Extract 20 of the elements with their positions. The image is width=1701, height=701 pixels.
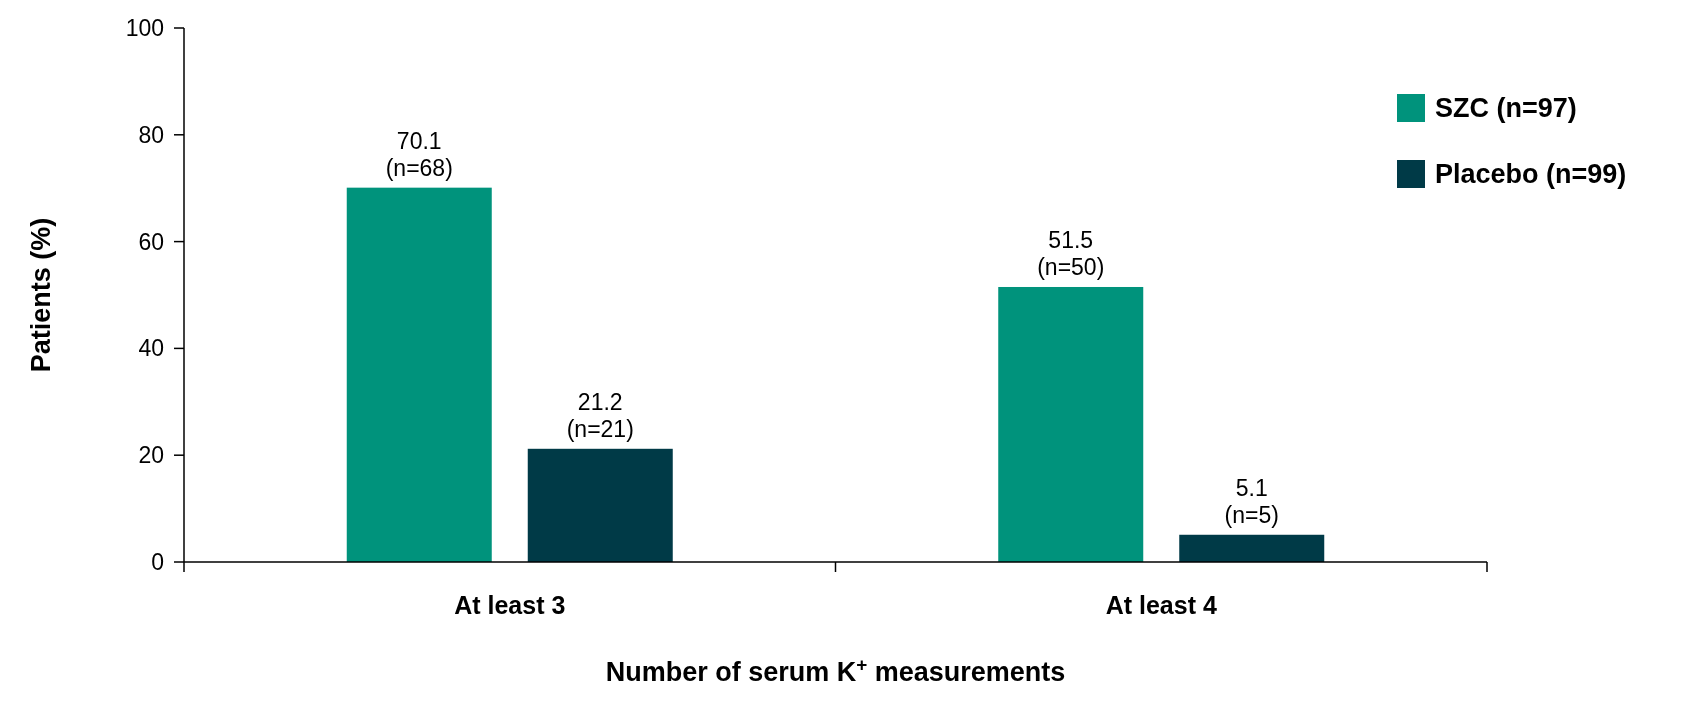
- y-axis-title: Patients (%): [26, 217, 56, 373]
- y-tick-label: 80: [138, 121, 164, 148]
- legend-label: SZC (n=97): [1435, 93, 1577, 124]
- x-tick-label: At least 4: [1105, 591, 1217, 619]
- bar: [346, 187, 492, 562]
- data-label: 70.1 (n=68): [385, 127, 453, 181]
- bar: [998, 286, 1144, 562]
- data-label: 21.2 (n=21): [566, 388, 634, 442]
- bar: [1179, 534, 1325, 562]
- data-label: 5.1 (n=5): [1224, 474, 1279, 528]
- bar: [527, 448, 673, 562]
- y-tick-label: 0: [151, 549, 164, 576]
- y-tick-label: 20: [138, 442, 164, 469]
- x-tick-label: At least 3: [454, 591, 566, 619]
- y-tick-label: 40: [138, 335, 164, 362]
- y-tick-label: 60: [138, 228, 164, 255]
- legend-label: Placebo (n=99): [1435, 159, 1627, 190]
- y-tick-label: 100: [125, 15, 164, 42]
- data-label: 51.5 (n=50): [1037, 226, 1105, 280]
- x-axis-title: Number of serum K$^{+}$ measurements: [605, 653, 1066, 687]
